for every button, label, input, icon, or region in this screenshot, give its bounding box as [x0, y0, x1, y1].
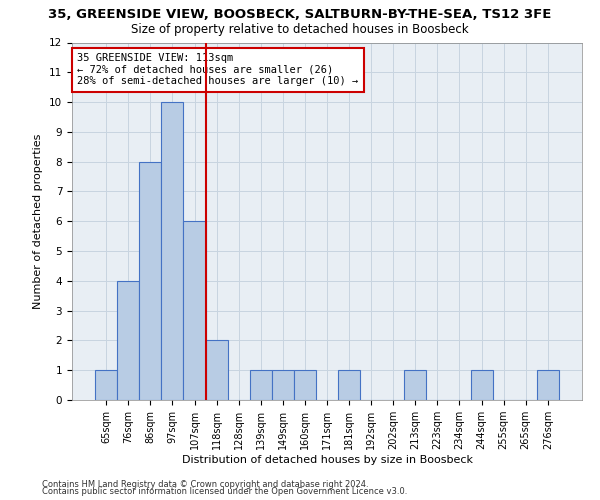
Bar — [161, 102, 184, 400]
Bar — [184, 221, 206, 400]
Bar — [404, 370, 427, 400]
Y-axis label: Number of detached properties: Number of detached properties — [34, 134, 43, 309]
Text: Contains HM Land Registry data © Crown copyright and database right 2024.: Contains HM Land Registry data © Crown c… — [42, 480, 368, 489]
X-axis label: Distribution of detached houses by size in Boosbeck: Distribution of detached houses by size … — [182, 455, 473, 465]
Bar — [95, 370, 117, 400]
Bar — [117, 281, 139, 400]
Text: 35 GREENSIDE VIEW: 113sqm
← 72% of detached houses are smaller (26)
28% of semi-: 35 GREENSIDE VIEW: 113sqm ← 72% of detac… — [77, 53, 358, 86]
Bar — [294, 370, 316, 400]
Bar — [470, 370, 493, 400]
Bar — [537, 370, 559, 400]
Bar — [206, 340, 227, 400]
Bar — [272, 370, 294, 400]
Text: 35, GREENSIDE VIEW, BOOSBECK, SALTBURN-BY-THE-SEA, TS12 3FE: 35, GREENSIDE VIEW, BOOSBECK, SALTBURN-B… — [49, 8, 551, 20]
Text: Contains public sector information licensed under the Open Government Licence v3: Contains public sector information licen… — [42, 488, 407, 496]
Bar — [139, 162, 161, 400]
Text: Size of property relative to detached houses in Boosbeck: Size of property relative to detached ho… — [131, 22, 469, 36]
Bar — [338, 370, 360, 400]
Bar — [250, 370, 272, 400]
